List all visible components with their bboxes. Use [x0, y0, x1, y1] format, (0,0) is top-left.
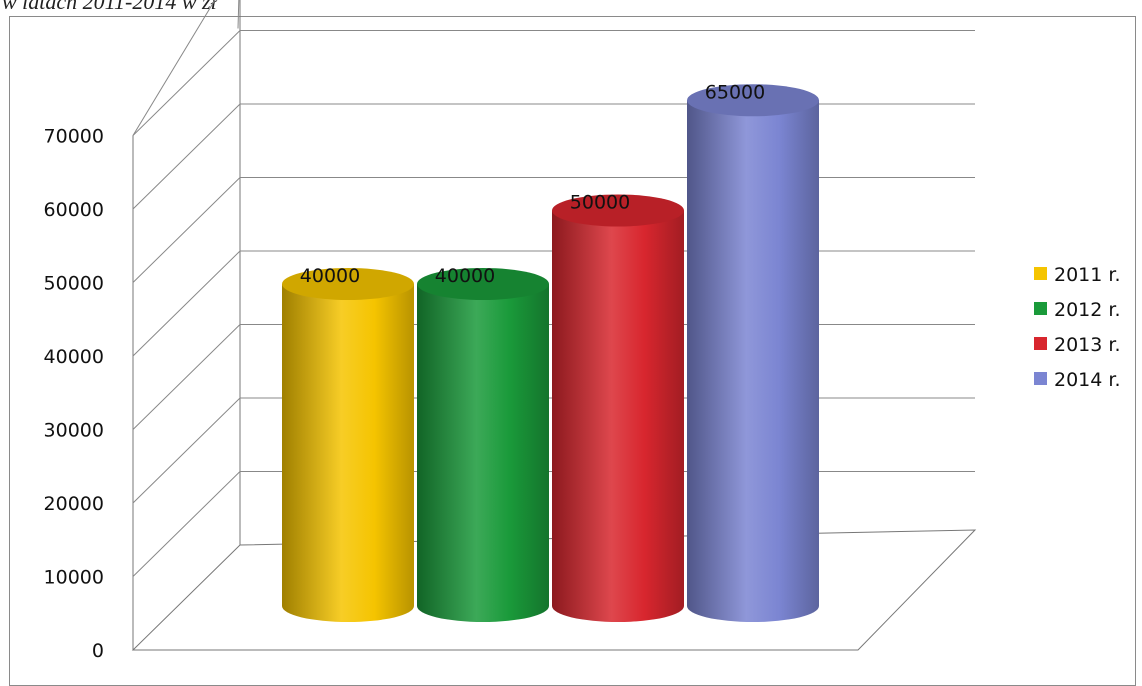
gridline-top [237, 0, 240, 29]
legend-label: 2011 r. [1054, 264, 1121, 286]
gridline [132, 103, 975, 210]
legend-label: 2014 r. [1054, 369, 1121, 391]
bar-2013r [552, 194, 684, 622]
bar-2011r [282, 268, 414, 622]
legend: 2011 r. 2012 r. 2013 r. 2014 r. [1034, 264, 1121, 391]
data-label: 50000 [570, 192, 630, 214]
chart-walls [131, 0, 977, 651]
bar-body [417, 284, 549, 622]
y-tick-label: 60000 [44, 199, 104, 221]
legend-item: 2014 r. [1034, 369, 1121, 391]
bar-top [687, 84, 819, 117]
bar-body [282, 284, 414, 622]
floor [131, 529, 977, 651]
data-labels: 40000 40000 50000 65000 [300, 81, 765, 287]
legend-item: 2011 r. [1034, 264, 1121, 286]
legend-swatch [1034, 372, 1047, 385]
y-tick-label: 20000 [44, 493, 104, 515]
legend-swatch [1034, 302, 1047, 315]
data-label: 40000 [300, 265, 360, 287]
legend-label: 2012 r. [1054, 299, 1121, 321]
y-tick-label: 70000 [44, 126, 104, 148]
y-tick-label: 10000 [44, 567, 104, 589]
legend-swatch [1034, 267, 1047, 280]
y-axis-ticks: 0 10000 20000 30000 40000 50000 60000 70000 [44, 126, 104, 663]
y-tick-label: 50000 [44, 273, 104, 295]
legend-item: 2013 r. [1034, 334, 1121, 356]
legend-label: 2013 r. [1054, 334, 1121, 356]
gridline-top-diagonal [132, 0, 216, 136]
bar-top [552, 194, 684, 227]
y-tick-label: 40000 [44, 346, 104, 368]
y-tick-label: 30000 [44, 420, 104, 442]
bar-2012r [417, 268, 549, 622]
chart-caption: w latach 2011-2014 w zł [2, 0, 217, 14]
data-label: 65000 [705, 81, 765, 103]
bar-body [687, 100, 819, 622]
bar-2014r [687, 84, 819, 622]
gridline [132, 30, 975, 136]
bar-top [417, 268, 549, 300]
bar-top [282, 268, 414, 300]
bars [282, 84, 819, 622]
y-tick-label: 0 [92, 640, 104, 662]
legend-swatch [1034, 337, 1047, 350]
data-label: 40000 [435, 265, 495, 287]
bar-body [552, 210, 684, 622]
legend-item: 2012 r. [1034, 299, 1121, 321]
